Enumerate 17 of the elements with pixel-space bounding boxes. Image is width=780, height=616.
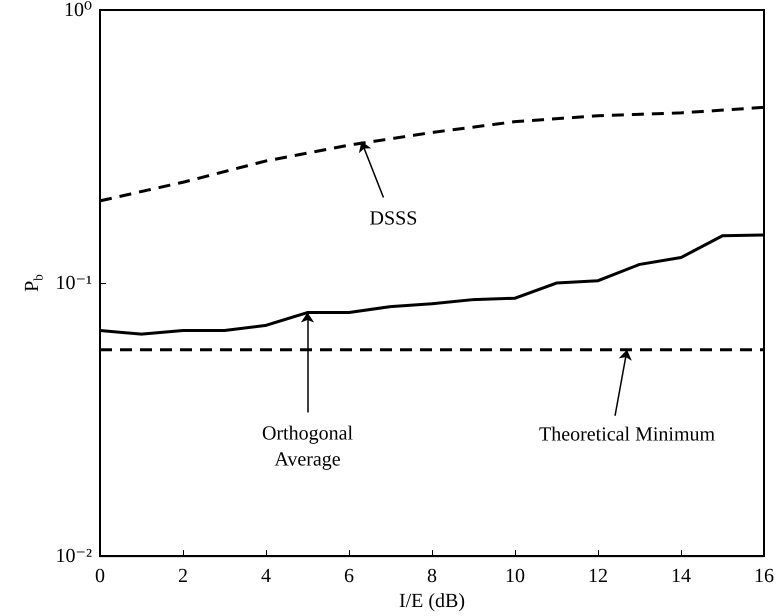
annotation: Orthogonal Average xyxy=(262,422,354,471)
annotation: DSSS xyxy=(370,207,418,230)
y-tick-label: 10⁻² xyxy=(55,545,92,568)
y-tick-label: 10⁰ xyxy=(64,0,92,21)
annotation: Theoretical Minimum xyxy=(539,424,716,446)
x-tick-label: 8 xyxy=(427,565,437,588)
x-tick-label: 12 xyxy=(588,565,608,588)
x-tick-label: 14 xyxy=(671,565,691,588)
x-tick-label: 10 xyxy=(505,565,525,588)
y-tick-label: 10⁻¹ xyxy=(55,272,92,294)
y-axis-title: Pb xyxy=(21,274,46,292)
x-tick-label: 0 xyxy=(95,565,105,588)
x-axis-title: I/E (dB) xyxy=(398,590,466,612)
x-tick-label: 6 xyxy=(344,565,354,588)
x-tick-label: 2 xyxy=(178,565,188,588)
x-tick-label: 16 xyxy=(754,565,774,588)
x-tick-label: 4 xyxy=(261,565,271,588)
